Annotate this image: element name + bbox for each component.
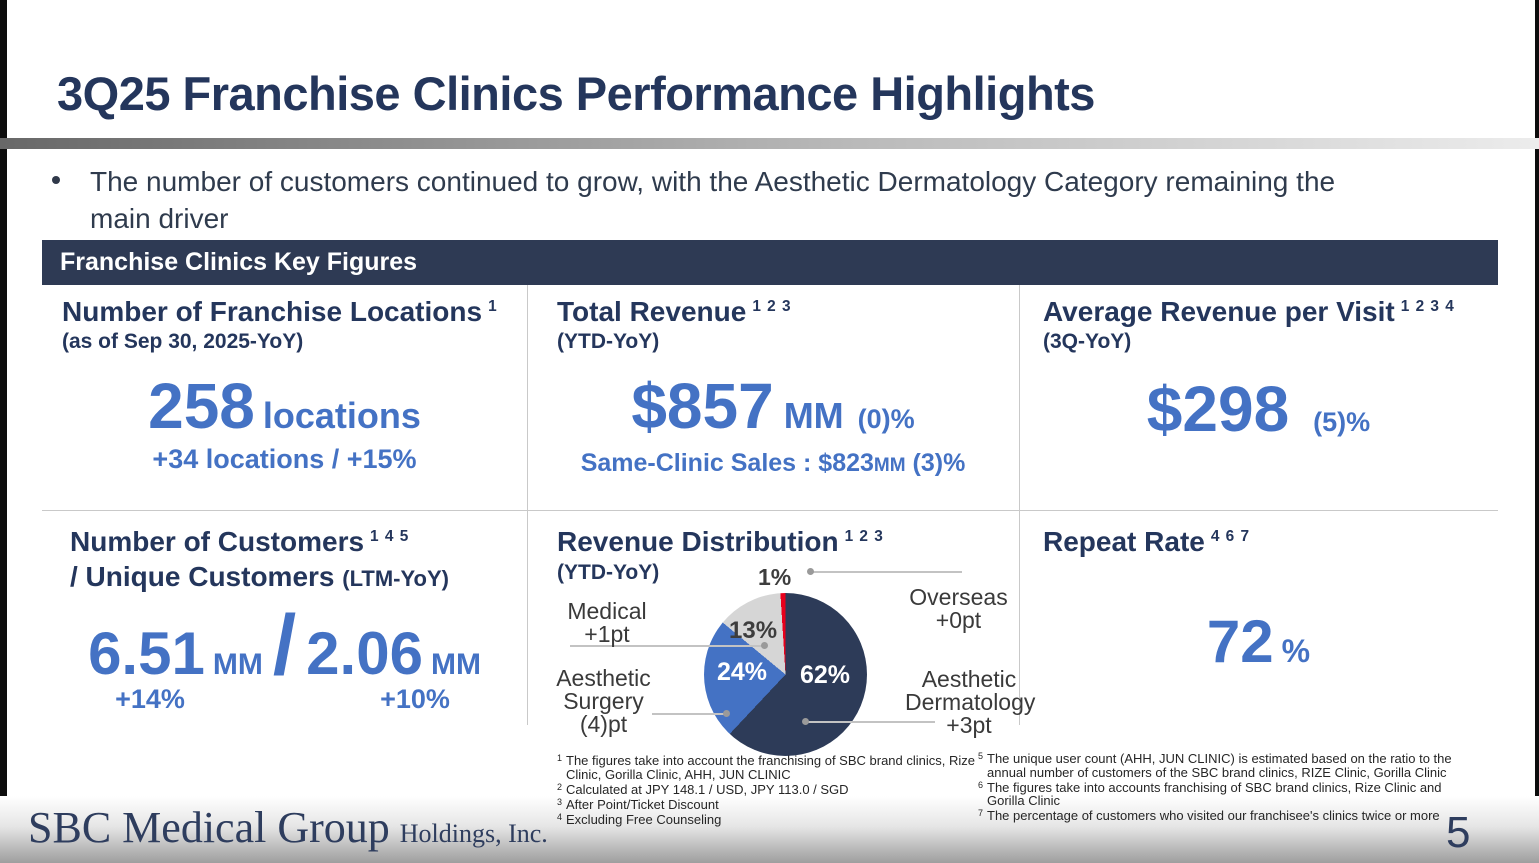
revenue-value-row: $857 MM (0)% [527,374,1019,438]
locations-value-row: 258 locations [42,374,527,438]
repeat-rate-footnote-refs: 4 6 7 [1210,527,1251,545]
revenue-unit: MM [783,395,844,436]
footnote-4: 4 Excluding Free Counseling [557,811,722,827]
leader-dot-overseas [807,568,814,575]
section-header-label: Franchise Clinics Key Figures [60,248,418,276]
pie-label-overseas: Overseas +0pt [909,584,1008,633]
customers-footnote-refs: 1 4 5 [370,527,410,545]
repeat-rate-value: 72 [1206,608,1274,675]
same-clinic-sales-mm: MM [873,455,906,476]
company-logo-main: SBC Medical Group [28,803,390,852]
left-border [0,0,7,863]
revenue-title: Total Revenue 1 2 3 [557,296,792,327]
distribution-title: Revenue Distribution 1 2 3 [557,526,884,557]
footnote-7: 7 The percentage of customers who visited… [978,808,1440,823]
right-border [1535,0,1539,863]
pie-chart [704,593,867,756]
locations-title: Number of Franchise Locations 1 [62,296,498,327]
leader-dot-medical [761,642,768,649]
leader-line-surgery [652,713,728,715]
avg-revenue-footnote-refs: 1 2 3 4 [1400,297,1455,315]
footnotes-left: 1 The figures take into account the franc… [557,753,982,828]
bottom-band [0,796,1539,863]
customers-separator: / [272,598,297,692]
summary-bullet: The number of customers continued to gro… [90,166,1336,234]
same-clinic-sales-change: (3)% [905,449,966,477]
avg-revenue-title: Average Revenue per Visit 1 2 3 4 [1043,296,1455,327]
customers-title: Number of Customers 1 4 5 [70,526,410,557]
revenue-subtitle: (YTD-YoY) [557,330,660,353]
customers-value-2: 2.06 [306,620,423,687]
title-divider [0,138,1539,149]
grid-divider-vertical-1 [527,285,528,725]
pie-pct-dermatology: 62% [800,661,851,689]
bullet-icon [52,176,60,184]
page-title: 3Q25 Franchise Clinics Performance Highl… [57,67,1095,120]
locations-change: +34 locations / +15% [152,444,417,474]
repeat-rate-unit: % [1281,633,1311,669]
pie-label-dermatology: Aesthetic Dermatology +3pt [905,666,1036,738]
same-clinic-sales-text: Same-Clinic Sales : $823 [580,449,874,477]
pie-label-medical: Medical +1pt [567,598,647,647]
customers-value-row: 6.51 MM / 2.06 MM [42,598,527,692]
repeat-rate-title: Repeat Rate 4 6 7 [1043,526,1251,557]
customers-title-2: / Unique Customers (LTM-YoY) [70,561,449,592]
locations-footnote-refs: 1 [488,297,498,315]
locations-value: 258 [148,370,255,442]
pie-label-surgery: Aesthetic Surgery (4)pt [556,665,651,737]
leader-dot-surgery [723,710,730,717]
section-header-bar: Franchise Clinics Key Figures [42,240,1498,285]
pie-pct-surgery: 24% [717,658,768,686]
footnote-6: 6 The figures take into accounts franchis… [978,779,1442,808]
locations-unit: locations [262,395,421,436]
company-logo: SBC Medical Group Holdings, Inc. [28,802,548,853]
avg-revenue-change: (5)% [1313,407,1371,437]
leader-line-medical [570,645,764,647]
leader-line-overseas [812,571,962,573]
customers-subtitle: (LTM-YoY) [342,566,449,591]
distribution-footnote-refs: 1 2 3 [844,527,884,545]
customers-unit-1: MM [212,648,263,681]
footnotes-right: 5 The unique user count (AHH, JUN CLINIC)… [978,751,1458,824]
grid-divider-horizontal [42,510,1498,511]
locations-subtitle: (as of Sep 30, 2025-YoY) [62,330,304,353]
customers-value-1: 6.51 [88,620,205,687]
revenue-value: $857 [631,370,774,442]
avg-revenue-value-row: $298 (5)% [1019,377,1498,441]
page-number: 5 [1446,808,1471,857]
footnote-5: 5 The unique user count (AHH, JUN CLINIC)… [978,751,1452,780]
company-logo-suffix: Holdings, Inc. [399,819,548,848]
pie-pct-overseas: 1% [758,564,792,590]
footnote-2: 2 Calculated at JPY 148.1 / USD, JPY 113.… [557,781,849,797]
revenue-secondary: Same-Clinic Sales : $823MM (3)% [527,449,1019,478]
customers-change-2: +10% [380,684,450,714]
footnote-1: 1 The figures take into account the franc… [557,753,976,782]
customers-change-1: +14% [115,684,185,714]
grid-divider-vertical-2 [1019,285,1020,725]
repeat-rate-value-row: 72 % [1019,612,1498,672]
footnote-3: 3 After Point/Ticket Discount [557,796,719,812]
leader-line-dermatology [808,721,935,723]
revenue-footnote-refs: 1 2 3 [752,297,792,315]
avg-revenue-subtitle: (3Q-YoY) [1043,330,1132,353]
customers-unit-2: MM [430,648,481,681]
revenue-change: (0)% [857,404,915,434]
avg-revenue-value: $298 [1146,373,1290,445]
distribution-subtitle: (YTD-YoY) [557,561,660,584]
pie-pct-medical: 13% [729,617,778,644]
leader-dot-dermatology [802,718,809,725]
